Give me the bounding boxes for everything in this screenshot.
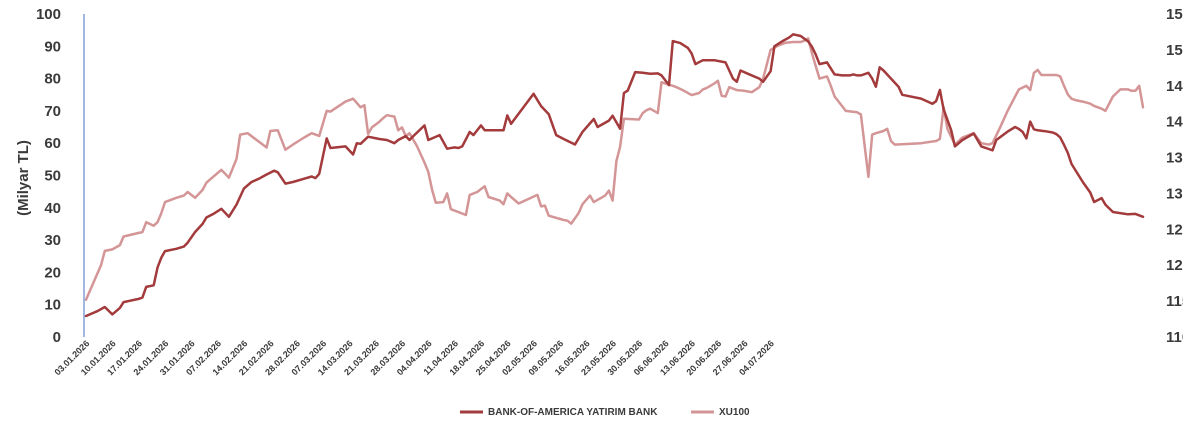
left-tick-label: 60 xyxy=(44,135,61,152)
y-axis-title: (Milyar TL) xyxy=(15,140,32,216)
left-tick-label: 50 xyxy=(44,168,61,185)
legend: BANK-OF-AMERICA YATIRIM BANK XU100 xyxy=(460,407,750,418)
left-tick-label: 10 xyxy=(44,297,61,314)
left-y-ticks: 0 10 20 30 40 50 60 70 80 90 100 xyxy=(36,6,61,346)
bank-line xyxy=(84,33,1145,318)
left-tick-label: 30 xyxy=(44,232,61,249)
legend-label-bank: BANK-OF-AMERICA YATIRIM BANK xyxy=(488,407,658,418)
left-tick-label: 20 xyxy=(44,264,61,281)
right-edge-panel xyxy=(1183,0,1202,426)
left-tick-label: 100 xyxy=(36,6,61,23)
series-lines xyxy=(84,33,1145,318)
x-ticks: 03.01.202610.01.202617.01.202624.01.2026… xyxy=(52,338,776,377)
left-tick-label: 70 xyxy=(44,103,61,120)
left-tick-label: 80 xyxy=(44,71,61,88)
xu100-line xyxy=(84,37,1145,301)
left-tick-label: 0 xyxy=(53,329,61,346)
legend-label-xu100: XU100 xyxy=(719,407,750,418)
left-tick-label: 90 xyxy=(44,38,61,55)
left-tick-label: 40 xyxy=(44,200,61,217)
